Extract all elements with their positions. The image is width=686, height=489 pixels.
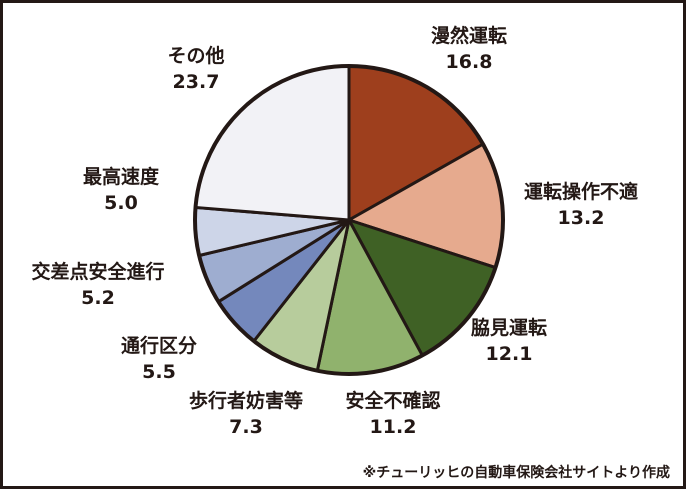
slice-value: 5.0 <box>104 192 138 214</box>
slice-label: 脇見運転 <box>471 316 547 339</box>
slice-label: 運転操作不適 <box>524 180 638 203</box>
slice-value: 5.5 <box>142 361 176 383</box>
source-note: ※チューリッヒの自動車保険会社サイトより作成 <box>363 464 670 481</box>
slice-value: 13.2 <box>558 207 605 229</box>
slice-value: 7.3 <box>229 416 263 438</box>
slice-value: 16.8 <box>446 51 493 73</box>
slice-label: 漫然運転 <box>431 24 507 47</box>
pie-outline <box>193 64 505 376</box>
slice-label: 交差点安全進行 <box>31 260 164 283</box>
slice-label: 最高速度 <box>83 165 160 188</box>
slice-label: 歩行者妨害等 <box>189 389 303 412</box>
slice-label: 安全不確認 <box>345 389 440 412</box>
pie-slices <box>193 64 505 376</box>
slice-value: 5.2 <box>81 287 115 309</box>
slice-value: 23.7 <box>173 71 220 93</box>
slice-value: 11.2 <box>370 416 417 438</box>
slice-label: その他 <box>167 44 224 67</box>
slice-value: 12.1 <box>486 343 533 365</box>
slice-label: 通行区分 <box>121 334 197 357</box>
pie-labels: 漫然運転 16.8 運転操作不適 13.2 脇見運転 12.1 安全不確認 11.2 歩行者妨害… <box>31 24 638 438</box>
